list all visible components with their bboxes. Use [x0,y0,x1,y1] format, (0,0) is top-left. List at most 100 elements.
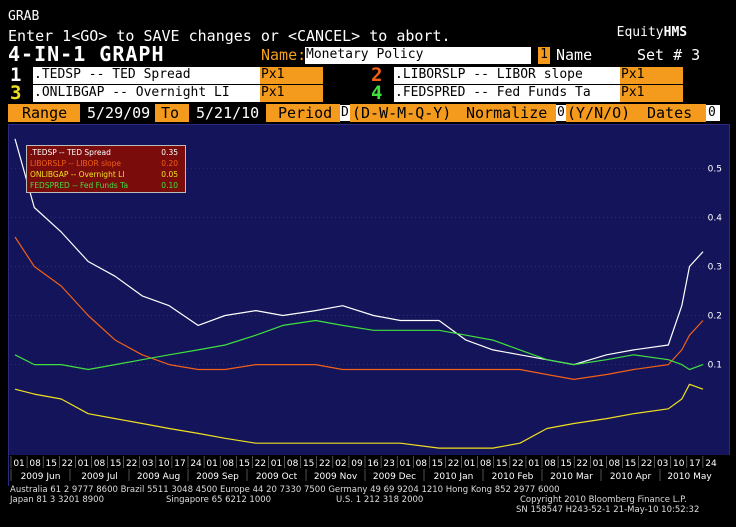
footer-us: U.S. 1 212 318 2000 [336,495,424,505]
normalize-label: Normalize [452,104,556,122]
x-month-label: 2010 Feb [492,472,534,482]
x-month-label: 2009 Aug [137,472,180,482]
legend-item-3: ONLIBGAP -- Overnight LI 0.05 [30,169,182,180]
x-day-label: 01 [206,459,217,469]
name-label: Name: [261,46,307,64]
x-day-label: 15 [46,459,57,469]
security-num-3: 3 [10,82,22,104]
x-day-label: 08 [544,459,556,469]
line-chart: 0.1 0.2 0.3 0.4 0.5 01 08 15 22 01 08 15 22 03 10 17 24 0… [9,138,731,487]
x-day-label: 08 [416,459,428,469]
x-day-label: 22 [62,459,73,469]
security-ticker-2[interactable]: .LIBORSLP -- LIBOR slope [394,67,620,84]
x-day-label: 02 [335,459,346,469]
legend-item-1: .TEDSP -- TED Spread 0.35 [30,147,182,158]
dates-input[interactable]: 0 [706,105,720,121]
legend-label-4: FEDSPRED -- Fed Funds Ta [30,181,129,190]
x-month-label: 2009 Sep [196,472,239,482]
x-day-label: 01 [528,459,539,469]
brand-prefix: Equity [616,25,664,40]
to-label: To [155,104,189,122]
x-day-label: 09 [351,459,363,469]
chart-legend: .TEDSP -- TED Spread 0.35 LIBORSLP -- LIB… [26,145,186,193]
x-day-label: 24 [705,459,717,469]
security-px-2[interactable]: Px1 [620,67,683,84]
x-month-label: 2009 Oct [256,472,298,482]
x-day-label: 08 [609,459,621,469]
legend-value-2: 0.20 [161,159,178,168]
x-day-label: 22 [255,459,266,469]
x-day-label: 23 [383,459,394,469]
range-label: Range [8,104,80,122]
x-day-label: 03 [657,459,668,469]
set-label: Set # 3 [637,46,701,64]
x-day-label: 22 [641,459,652,469]
security-px-1[interactable]: Px1 [260,67,323,84]
range-start-input[interactable]: 5/29/09 [87,104,151,122]
period-input[interactable]: D [340,105,350,121]
period-options: (D-W-M-Q-Y) [350,104,452,122]
x-day-label: 17 [174,459,185,469]
x-month-label: 2010 Apr [610,472,652,482]
x-month-label: 2009 Dec [373,472,416,482]
legend-label-3: ONLIBGAP -- Overnight LI [30,170,125,179]
x-month-label: 2009 Nov [314,472,358,482]
name-input[interactable]: Monetary Policy [305,47,531,64]
graph-title: 4-IN-1 GRAPH [8,42,165,66]
x-day-label: 03 [142,459,153,469]
legend-item-4: FEDSPRED -- Fed Funds Ta 0.10 [30,180,182,191]
series-line-4 [14,319,704,371]
footer-singapore: Singapore 65 6212 1000 [166,495,272,505]
x-day-label: 08 [29,459,41,469]
y-tick-label: 0.2 [708,312,722,322]
security-px-3[interactable]: Px1 [260,85,323,102]
x-day-label: 16 [367,459,379,469]
legend-label-2: LIBORSLP -- LIBOR slope [30,159,122,168]
legend-value-4: 0.10 [161,181,178,190]
x-day-label: 08 [287,459,299,469]
name-index[interactable]: 1 [538,47,550,64]
footer-session: SN 158547 H243-52-1 21-May-10 10:52:32 [516,505,700,515]
x-month-label: 2010 Mar [550,472,593,482]
x-day-label: 15 [625,459,636,469]
security-num-2: 2 [371,64,383,86]
x-day-label: 17 [689,459,700,469]
series-line-3 [14,383,704,449]
x-day-label: 15 [560,459,571,469]
x-day-label: 22 [126,459,137,469]
x-day-label: 01 [13,459,24,469]
x-month-label: 2010 May [667,472,712,482]
normalize-input[interactable]: 0 [556,105,566,121]
x-day-label: 10 [158,459,170,469]
normalize-options: (Y/N/O) [566,104,634,122]
x-day-label: 22 [512,459,523,469]
x-month-label: 2009 Jun [21,472,61,482]
chart-panel: 0.1 0.2 0.3 0.4 0.5 01 08 15 22 01 08 15 22 03 10 17 24 0… [8,124,731,487]
name-suffix: Name [556,46,593,64]
x-day-label: 22 [319,459,330,469]
x-day-label: 15 [496,459,507,469]
y-tick-label: 0.5 [708,164,722,174]
x-day-label: 10 [673,459,685,469]
x-day-label: 01 [593,459,604,469]
y-tick-label: 0.4 [708,213,723,223]
x-day-label: 15 [239,459,250,469]
x-day-label: 08 [223,459,235,469]
y-tick-label: 0.3 [708,262,722,272]
x-day-label: 15 [110,459,121,469]
legend-item-2: LIBORSLP -- LIBOR slope 0.20 [30,158,182,169]
x-day-label: 01 [271,459,282,469]
x-day-label: 08 [480,459,492,469]
security-ticker-3[interactable]: .ONLIBGAP -- Overnight LI [33,85,260,102]
range-end-input[interactable]: 5/21/10 [196,104,260,122]
x-day-label: 15 [432,459,443,469]
security-ticker-4[interactable]: .FEDSPRED -- Fed Funds Ta [394,85,620,102]
period-label: Period [266,104,340,122]
legend-value-1: 0.35 [161,148,178,157]
x-day-label: 01 [400,459,411,469]
security-px-4[interactable]: Px1 [620,85,683,102]
x-day-label: 24 [190,459,202,469]
brand-logo: EquityHMS [601,9,687,41]
security-ticker-1[interactable]: .TEDSP -- TED Spread [33,67,260,84]
x-day-label: 22 [577,459,588,469]
